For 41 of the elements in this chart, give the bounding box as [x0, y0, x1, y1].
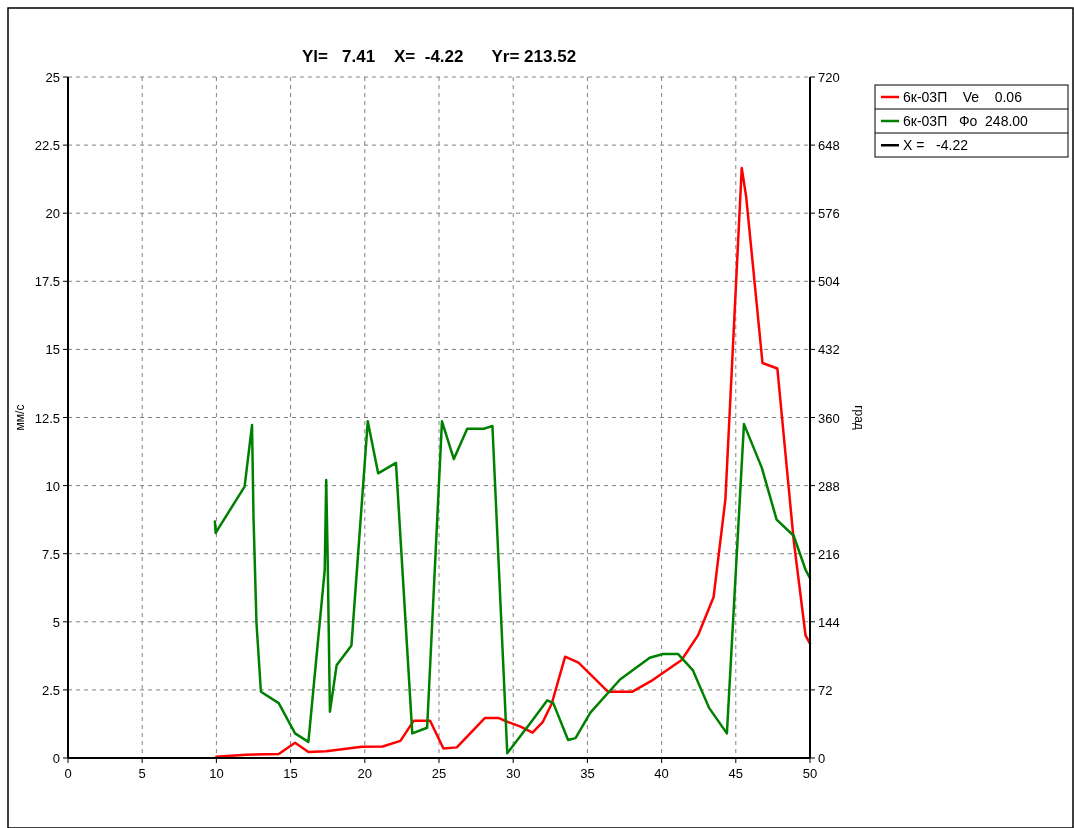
- chart-title: Yl= 7.41 X= -4.22 Yr= 213.52: [301, 47, 577, 66]
- y-axis-title: мм/с: [13, 404, 27, 431]
- x-tick-label: 50: [802, 766, 818, 781]
- y2-tick-label: 504: [818, 274, 840, 290]
- y-tick-label: 25: [45, 70, 60, 85]
- x-tick-label: 35: [580, 766, 595, 781]
- y-tick-label: 2.5: [41, 682, 60, 698]
- y2-tick-label: 576: [818, 206, 840, 222]
- y2-tick-label: 0: [818, 751, 826, 766]
- x-tick-label: 0: [64, 766, 72, 781]
- x-tick-label: 30: [505, 766, 521, 781]
- y-tick-label: 15: [45, 342, 60, 358]
- x-tick-label: 5: [138, 766, 146, 781]
- x-tick-label: 25: [431, 766, 447, 781]
- line-series: [215, 166, 812, 758]
- x-tick-label: 45: [728, 766, 744, 781]
- y2-tick-label: 144: [818, 614, 840, 630]
- y2-tick-label: 360: [818, 410, 840, 426]
- y2-tick-label: 720: [818, 70, 840, 85]
- x-tick-label: 40: [654, 766, 669, 781]
- y-tick-label: 7.5: [41, 546, 60, 562]
- y-tick-label: 12.5: [34, 410, 60, 426]
- y-tick-label: 22.5: [34, 138, 60, 154]
- x-tick-label: 15: [283, 766, 298, 781]
- y2-tick-label: 216: [818, 546, 840, 562]
- line-series: [213, 420, 812, 755]
- text: X = -4.22: [903, 137, 969, 153]
- y-tick-label: 17.5: [34, 274, 60, 290]
- y2-tick-label: 432: [818, 342, 840, 358]
- y-tick-label: 5: [52, 614, 60, 630]
- x-tick-label: 20: [357, 766, 373, 781]
- y2-axis-title: град: [852, 405, 866, 430]
- legend-label: 6к-03П Фо 248.00: [903, 113, 1029, 129]
- y2-tick-label: 72: [818, 682, 833, 698]
- y-tick-label: 0: [52, 751, 60, 766]
- x-tick-label: 10: [209, 766, 224, 781]
- y2-tick-label: 288: [818, 478, 840, 494]
- y-tick-label: 10: [45, 478, 60, 494]
- y-tick-label: 20: [45, 206, 60, 222]
- y2-tick-label: 648: [818, 138, 840, 154]
- legend-label: 6к-03П Ve 0.06: [903, 89, 1023, 105]
